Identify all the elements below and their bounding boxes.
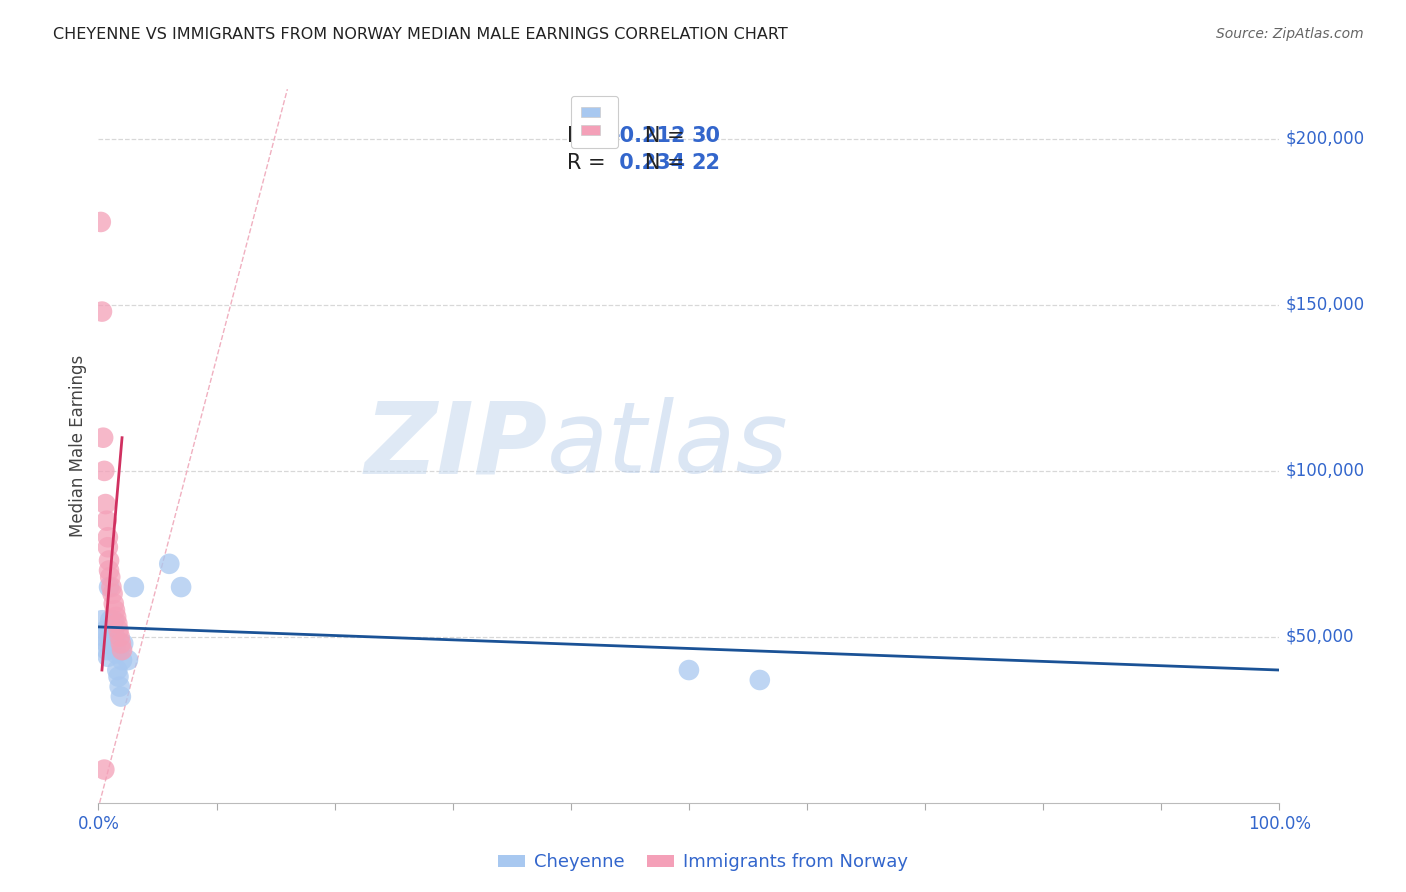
Text: 22: 22	[692, 153, 720, 173]
Point	[111, 653, 134, 667]
Point	[105, 610, 128, 624]
Text: $50,000: $50,000	[1285, 628, 1354, 646]
Point	[98, 553, 121, 567]
Text: ZIP: ZIP	[364, 398, 547, 494]
Point	[110, 636, 132, 650]
Point	[104, 630, 127, 644]
Point	[104, 603, 127, 617]
Text: $100,000: $100,000	[1285, 462, 1364, 480]
Point	[103, 613, 125, 627]
Point	[117, 653, 139, 667]
Point	[103, 597, 125, 611]
Point	[98, 570, 121, 584]
Point	[105, 647, 128, 661]
Point	[103, 624, 125, 638]
Text: $150,000: $150,000	[1285, 296, 1364, 314]
Point	[91, 431, 114, 445]
Point	[98, 564, 121, 578]
Point	[748, 673, 770, 687]
Point	[157, 557, 180, 571]
Point	[97, 649, 120, 664]
Text: Source: ZipAtlas.com: Source: ZipAtlas.com	[1216, 27, 1364, 41]
Point	[101, 630, 124, 644]
Point	[105, 663, 128, 677]
Point	[98, 630, 121, 644]
Point	[91, 613, 114, 627]
Text: N =: N =	[626, 126, 692, 145]
Point	[98, 624, 121, 638]
Point	[93, 630, 115, 644]
Legend: Cheyenne, Immigrants from Norway: Cheyenne, Immigrants from Norway	[491, 847, 915, 879]
Legend: , : ,	[571, 96, 619, 148]
Point	[97, 540, 120, 554]
Point	[107, 624, 129, 638]
Point	[170, 580, 193, 594]
Text: 30: 30	[692, 126, 720, 145]
Text: 0.234: 0.234	[612, 153, 685, 173]
Point	[111, 643, 134, 657]
Text: CHEYENNE VS IMMIGRANTS FROM NORWAY MEDIAN MALE EARNINGS CORRELATION CHART: CHEYENNE VS IMMIGRANTS FROM NORWAY MEDIA…	[53, 27, 789, 42]
Text: $200,000: $200,000	[1285, 130, 1364, 148]
Text: atlas: atlas	[547, 398, 789, 494]
Point	[97, 530, 120, 544]
Text: R =: R =	[567, 153, 612, 173]
Point	[100, 580, 122, 594]
Point	[91, 304, 114, 318]
Point	[94, 624, 117, 638]
Point	[105, 636, 128, 650]
Point	[100, 636, 122, 650]
Point	[108, 680, 131, 694]
Text: -0.212: -0.212	[612, 126, 686, 145]
Point	[122, 580, 145, 594]
Point	[96, 643, 118, 657]
Point	[110, 690, 132, 704]
Point	[90, 215, 112, 229]
Point	[93, 763, 115, 777]
Point	[98, 613, 121, 627]
Point	[93, 464, 115, 478]
Text: R =: R =	[567, 126, 612, 145]
Point	[101, 636, 124, 650]
Text: N =: N =	[626, 153, 692, 173]
Point	[107, 670, 129, 684]
Point	[112, 636, 135, 650]
Y-axis label: Median Male Earnings: Median Male Earnings	[69, 355, 87, 537]
Point	[678, 663, 700, 677]
Point	[101, 587, 124, 601]
Point	[105, 616, 128, 631]
Point	[98, 580, 121, 594]
Point	[108, 630, 131, 644]
Point	[96, 636, 118, 650]
Point	[94, 497, 117, 511]
Point	[96, 514, 118, 528]
